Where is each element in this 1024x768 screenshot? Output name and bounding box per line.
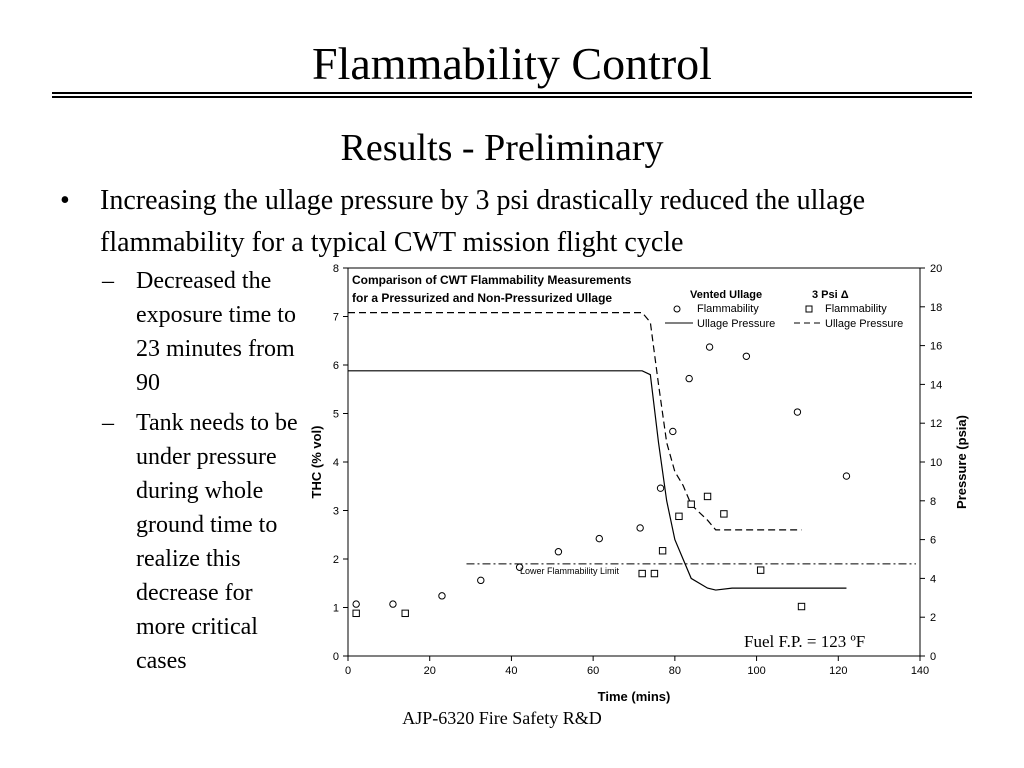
y-axis-label: THC (% vol) [309, 426, 324, 499]
vented-flammability-point [742, 352, 751, 360]
y2-tick-label: 20 [930, 263, 942, 275]
legend-vented-flammability: Flammability [697, 303, 759, 315]
pressurized-flammability-point [638, 569, 646, 578]
flammability-chart: 0 20 40 60 80 100 120 1400123456780246810121416… [309, 263, 969, 704]
y2-tick-label: 2 [930, 612, 936, 624]
pressurized-flammability-point [352, 609, 360, 618]
vented-flammability-point [793, 408, 802, 416]
vented-pressure-line [348, 370, 847, 591]
y2-tick-label: 16 [930, 341, 942, 353]
legend-pressurized-pressure: Ullage Pressure [825, 318, 903, 330]
x-tick-label: 80 [669, 665, 681, 677]
vented-flammability-point [515, 563, 524, 571]
y2-tick-label: 14 [930, 379, 942, 391]
pressurized-flammability-point [720, 510, 728, 518]
y-tick-label: 8 [333, 263, 339, 275]
y2-tick-label: 0 [930, 651, 936, 663]
y-tick-label: 5 [333, 409, 339, 421]
legend-pressurized-flammability: Flammability [825, 303, 887, 315]
y-tick-label: 0 [333, 651, 339, 663]
pressurized-flammability-point [675, 512, 683, 521]
bullet-dot: • [60, 185, 70, 216]
footer-text: AJP-6320 Fire Safety R&D [402, 708, 602, 728]
vented-flammability-point [656, 484, 665, 492]
y2-tick-label: 8 [930, 496, 936, 508]
vented-flammability-point [685, 374, 693, 383]
pressurized-flammability-point [756, 566, 765, 574]
x-tick-label: 0 [345, 665, 351, 677]
y-tick-label: 6 [333, 360, 339, 372]
y2-tick-label: 10 [930, 457, 942, 469]
y2-axis-label: Pressure (psia) [954, 415, 969, 509]
slide-title: Flammability Control [312, 38, 712, 89]
vented-flammability-point [669, 427, 677, 436]
vented-flammability-point [636, 524, 644, 532]
flammability-markers [352, 343, 851, 618]
pressurized-flammability-point [687, 500, 695, 508]
y2-tick-label: 6 [930, 535, 936, 547]
fuel-flash-point-annotation: Fuel F.P. = 123 ºF [744, 632, 865, 651]
legend-pressurized-title: 3 Psi Δ [812, 289, 849, 301]
x-tick-label: 140 [911, 665, 929, 677]
pressure-lines [348, 312, 916, 591]
x-tick-label: 60 [587, 665, 599, 677]
title-underline [52, 92, 972, 94]
vented-flammability-point [554, 548, 563, 556]
x-tick-label: 20 [424, 665, 436, 677]
legend-vented-pressure: Ullage Pressure [697, 318, 775, 330]
title-underline-second [52, 96, 972, 98]
sub-bullet-dash: – [102, 410, 114, 436]
pressurized-flammability-point [650, 569, 659, 578]
chart-title-line-1: Comparison of CWT Flammability Measureme… [352, 273, 632, 287]
axis-ticks: 0 20 40 60 80 100 120 1400123456780246810121416… [333, 263, 942, 677]
pressurized-flammability-point [401, 609, 409, 618]
y2-tick-label: 18 [930, 302, 942, 314]
legend-circle-marker [673, 305, 681, 313]
vented-flammability-point [595, 534, 603, 543]
y-tick-label: 2 [333, 554, 339, 566]
y2-tick-label: 12 [930, 418, 942, 430]
x-tick-label: 100 [747, 665, 765, 677]
vented-flammability-point [389, 600, 397, 608]
y-tick-label: 7 [333, 312, 339, 324]
pressurized-pressure-line [348, 312, 802, 531]
vented-flammability-point [477, 576, 485, 585]
lfl-label: Lower Flammability Limit [520, 566, 620, 576]
main-bullet-text: Increasing the ullage pressure by 3 psi … [100, 185, 866, 258]
pressurized-flammability-point [658, 547, 667, 555]
sub-bullet-1-text: Decreased the exposure time to 23 minute… [136, 268, 296, 396]
pressurized-flammability-point [797, 602, 806, 611]
vented-flammability-point [842, 472, 851, 480]
chart-title-line-2: for a Pressurized and Non-Pressurized Ul… [352, 291, 612, 305]
y-tick-label: 4 [333, 457, 339, 469]
vented-flammability-point [438, 592, 446, 600]
sub-bullet-2-text: Tank needs to be under pressure during w… [136, 410, 298, 674]
vented-flammability-point [352, 600, 360, 608]
pressurized-flammability-point [703, 492, 712, 501]
x-tick-label: 120 [829, 665, 847, 677]
vented-flammability-point [705, 343, 714, 351]
y2-tick-label: 4 [930, 573, 936, 585]
legend-vented-title: Vented Ullage [690, 289, 762, 301]
y-tick-label: 1 [333, 603, 339, 615]
legend-square-marker [805, 305, 813, 313]
y-tick-label: 3 [333, 506, 339, 518]
x-axis-label: Time (mins) [598, 689, 671, 704]
slide-subtitle: Results - Preliminary [340, 127, 664, 169]
sub-bullet-dash: – [102, 268, 114, 294]
x-tick-label: 40 [505, 665, 517, 677]
